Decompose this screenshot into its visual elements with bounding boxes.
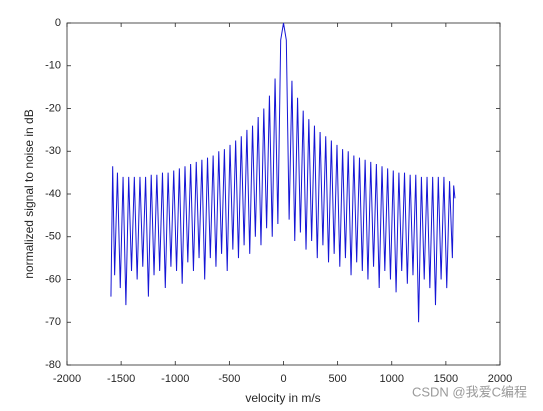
x-tick-label: -1000: [161, 373, 189, 385]
y-tick-label: -30: [45, 145, 61, 157]
watermark: CSDN @我爱C编程: [412, 384, 527, 399]
x-tick-label: 500: [328, 373, 346, 385]
y-tick-label: -10: [45, 60, 61, 72]
y-axis-label: normalized signal to noise in dB: [22, 109, 36, 278]
x-tick-label: -500: [218, 373, 240, 385]
y-tick-label: -50: [45, 231, 61, 243]
x-tick-label: -2000: [53, 373, 81, 385]
data-line: [110, 22, 456, 323]
y-tick-label: -80: [45, 359, 61, 371]
y-tick-label: -60: [45, 273, 61, 285]
y-tick-label: -70: [45, 316, 61, 328]
x-tick-label: 0: [280, 373, 286, 385]
x-axis-label: velocity in m/s: [245, 391, 320, 405]
x-tick-label: 1500: [434, 373, 458, 385]
y-tick-label: -40: [45, 188, 61, 200]
y-tick-label: -20: [45, 102, 61, 114]
x-tick-label: 1000: [380, 373, 404, 385]
x-tick-label: 2000: [488, 373, 512, 385]
x-tick-label: -1500: [107, 373, 135, 385]
y-tick-label: 0: [55, 17, 61, 29]
